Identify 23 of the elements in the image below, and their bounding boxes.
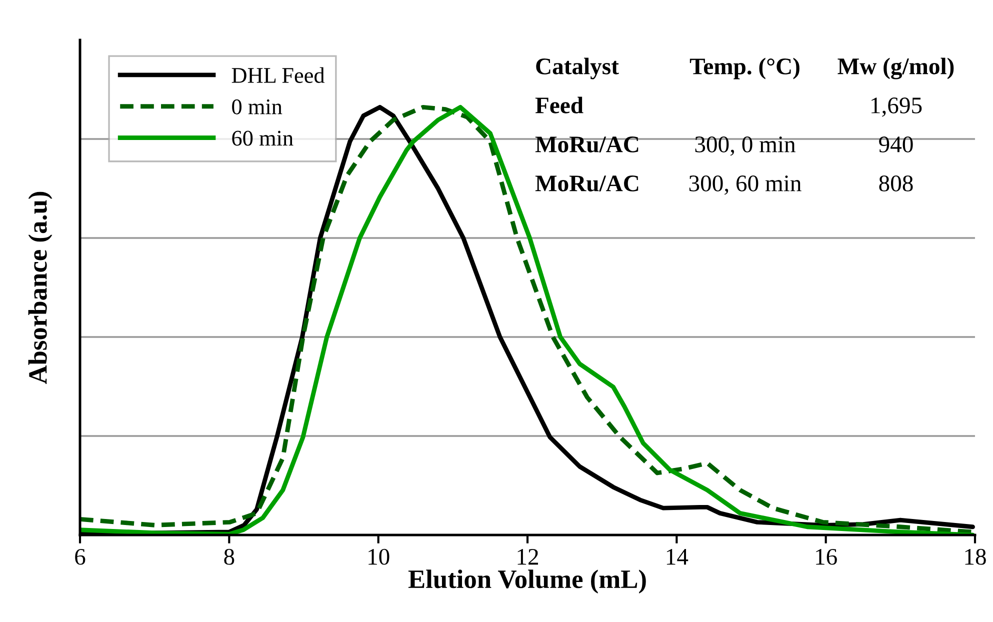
x-axis-title: Elution Volume (mL) [408, 570, 646, 594]
text: Catalyst [536, 58, 619, 80]
annotation: MoRu/AC [535, 136, 638, 152]
y-axis-title: Absorbance (a.u) [28, 192, 52, 384]
annotation: 808 [879, 175, 913, 192]
legend-label: DHL Feed [232, 67, 325, 83]
x-tick-label: 6 [75, 548, 86, 565]
x-tick-label: 12 [518, 548, 538, 565]
x-tick-label: 8 [224, 548, 234, 565]
legend-label: 0 min [232, 99, 282, 114]
x-tick-label: 10 [368, 548, 390, 565]
text: Temp. (°C) [690, 58, 800, 80]
legend-label: 60 min [232, 130, 294, 146]
x-tick-label: 16 [816, 548, 837, 565]
x-tick-label: 18 [965, 548, 986, 565]
x-tick-label: 14 [666, 548, 688, 565]
annotation: 940 [879, 136, 913, 152]
annotation: Feed [535, 96, 584, 114]
annotation: 300, 60 min [689, 175, 802, 195]
text: Mw (g/mol) [838, 58, 954, 80]
annotation: 300, 0 min [695, 136, 796, 156]
annotation: MoRu/AC [535, 176, 638, 192]
annotation: 1,695 [872, 98, 922, 117]
